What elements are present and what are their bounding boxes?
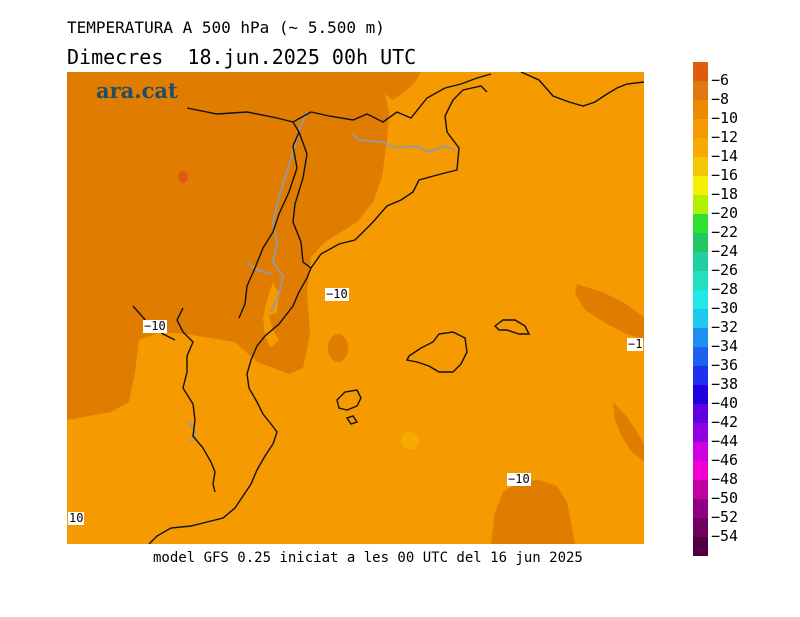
temperature-map: ara.cat −10 −10 −10 −1 10 xyxy=(67,72,644,544)
warm-zone-northwest xyxy=(67,72,389,420)
legend-tick-label: −44 xyxy=(711,432,739,450)
model-info: model GFS 0.25 iniciat a les 00 UTC del … xyxy=(153,550,583,566)
island-formentera xyxy=(345,415,359,425)
legend-tick-label: −38 xyxy=(711,375,739,393)
contour-label: 10 xyxy=(68,511,85,525)
legend-swatch xyxy=(693,442,708,461)
legend-tick-label: −12 xyxy=(711,128,739,146)
legend-swatch xyxy=(693,252,708,271)
island-mallorca xyxy=(405,331,468,373)
legend-tick-label: −14 xyxy=(711,147,739,165)
legend-swatch xyxy=(693,214,708,233)
legend-swatch xyxy=(693,461,708,480)
legend-swatch xyxy=(693,347,708,366)
legend-swatch xyxy=(693,100,708,119)
legend-swatch xyxy=(693,176,708,195)
color-legend xyxy=(693,62,708,556)
warm-zone-southeast xyxy=(613,402,644,462)
legend-swatch xyxy=(693,404,708,423)
legend-tick-label: −26 xyxy=(711,261,739,279)
island-ibiza xyxy=(336,389,362,411)
warm-zone-south xyxy=(491,480,575,544)
legend-tick-label: −50 xyxy=(711,489,739,507)
contour-label: −10 xyxy=(325,287,349,301)
legend-tick-label: −16 xyxy=(711,166,739,184)
legend-tick-label: −18 xyxy=(711,185,739,203)
coastline xyxy=(132,72,644,544)
legend-swatch xyxy=(693,138,708,157)
legend-tick-label: −20 xyxy=(711,204,739,222)
legend-tick-label: −40 xyxy=(711,394,739,412)
legend-swatch xyxy=(693,290,708,309)
warm-zone-north xyxy=(367,72,421,100)
legend-swatch xyxy=(693,366,708,385)
legend-swatch xyxy=(693,328,708,347)
warm-spot-minorca xyxy=(328,334,348,362)
legend-tick-label: −6 xyxy=(711,71,730,89)
legend-swatch xyxy=(693,119,708,138)
legend-tick-label: −52 xyxy=(711,508,739,526)
legend-tick-label: −42 xyxy=(711,413,739,431)
contour-label: −10 xyxy=(507,472,531,486)
legend-tick-label: −10 xyxy=(711,109,739,127)
legend-tick-label: −54 xyxy=(711,527,739,545)
logo-ara-cat: ara.cat xyxy=(96,78,178,103)
legend-tick-label: −24 xyxy=(711,242,739,260)
legend-tick-label: −30 xyxy=(711,299,739,317)
legend-tick-label: −48 xyxy=(711,470,739,488)
legend-swatch xyxy=(693,233,708,252)
legend-swatch xyxy=(693,537,708,556)
legend-swatch xyxy=(693,157,708,176)
legend-tick-label: −22 xyxy=(711,223,739,241)
contour-label: −10 xyxy=(143,319,167,333)
legend-swatch xyxy=(693,271,708,290)
legend-tick-label: −34 xyxy=(711,337,739,355)
cool-pocket xyxy=(263,282,279,348)
country-borders xyxy=(188,111,456,443)
legend-swatch xyxy=(693,62,708,81)
legend-swatch xyxy=(693,309,708,328)
legend-tick-label: −46 xyxy=(711,451,739,469)
legend-tick-label: −36 xyxy=(711,356,739,374)
legend-swatch xyxy=(693,499,708,518)
warm-zone-east xyxy=(575,284,644,340)
legend-tick-label: −32 xyxy=(711,318,739,336)
chart-title: TEMPERATURA A 500 hPa (~ 5.500 m) xyxy=(67,18,385,37)
legend-tick-label: −8 xyxy=(711,90,730,108)
contour-label: −1 xyxy=(627,337,644,351)
legend-swatch xyxy=(693,518,708,537)
date-line: Dimecres 18.jun.2025 00h UTC xyxy=(67,45,417,69)
legend-swatch xyxy=(693,195,708,214)
legend-swatch xyxy=(693,480,708,499)
legend-ticks: −6 −8 −10 −12 −14 −16 −18 −20 −22 −24 −26 −28 −30 −32… xyxy=(711,71,738,546)
legend-swatch xyxy=(693,81,708,100)
warm-spot xyxy=(178,171,188,183)
legend-swatch xyxy=(693,423,708,442)
legend-tick-label: −28 xyxy=(711,280,739,298)
island-menorca xyxy=(493,319,531,335)
cool-spot xyxy=(401,432,419,450)
map-canvas xyxy=(67,72,644,544)
legend-swatch xyxy=(693,385,708,404)
